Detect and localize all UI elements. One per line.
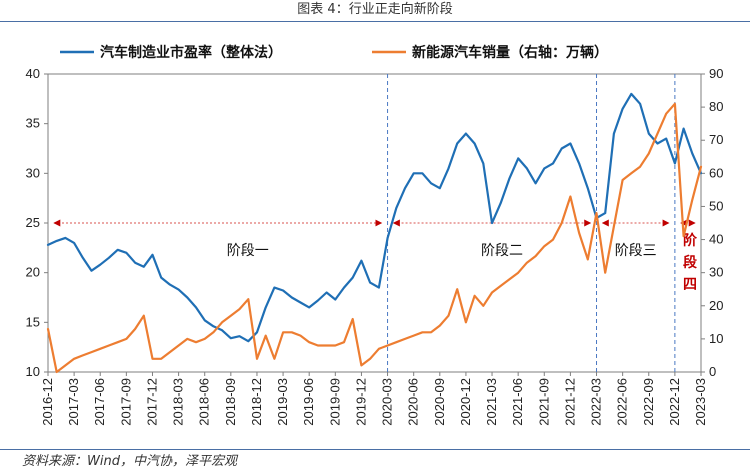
figure-title: 图表 4：行业正走向新阶段 <box>297 2 453 17</box>
y-right-tick-label: 20 <box>709 298 723 313</box>
stage-label-4-char: 阶 <box>683 232 698 249</box>
x-tick-label: 2016-12 <box>40 378 55 426</box>
stage-label-4: 阶段四 <box>683 232 698 293</box>
stage-label-2: 阶段二 <box>481 243 523 259</box>
y-right-tick-label: 90 <box>709 66 723 81</box>
x-tick-label: 2018-12 <box>249 378 264 426</box>
series-line-1 <box>46 92 703 343</box>
x-tick-label: 2017-06 <box>92 378 107 426</box>
y-right-tick-label: 80 <box>709 99 723 114</box>
x-tick-label: 2023-03 <box>693 378 708 426</box>
y-right-tick-label: 0 <box>709 364 716 379</box>
source-rule <box>0 449 750 450</box>
y-left-tick-label: 25 <box>26 215 40 230</box>
y-left-tick-label: 30 <box>26 165 40 180</box>
legend-label-2: 新能源汽车销量（右轴：万辆） <box>412 44 608 61</box>
source-note: 资料来源：Wind，中汽协，泽平宏观 <box>22 454 237 469</box>
y-right-tick-label: 50 <box>709 198 723 213</box>
legend-label-1: 汽车制造业市盈率（整体法） <box>100 44 282 61</box>
x-tick-label: 2020-03 <box>380 378 395 426</box>
x-tick-label: 2020-09 <box>432 378 447 426</box>
y-right-tick-label: 60 <box>709 165 723 180</box>
x-tick-label: 2020-06 <box>406 378 421 426</box>
stage-label-3: 阶段三 <box>615 243 657 259</box>
x-tick-label: 2018-06 <box>197 378 212 426</box>
x-tick-label: 2017-12 <box>144 378 159 426</box>
x-tick-label: 2021-09 <box>536 378 551 426</box>
title-rule <box>0 21 750 22</box>
x-tick-label: 2022-06 <box>615 378 630 426</box>
x-tick-label: 2021-03 <box>484 378 499 426</box>
y-left-tick-label: 10 <box>26 364 40 379</box>
x-tick-label: 2021-12 <box>562 378 577 426</box>
x-tick-label: 2019-09 <box>327 378 342 426</box>
x-tick-label: 2018-09 <box>223 378 238 426</box>
x-tick-label: 2019-03 <box>275 378 290 426</box>
y-left-tick-label: 20 <box>26 265 40 280</box>
x-tick-label: 2021-06 <box>510 378 525 426</box>
x-tick-label: 2017-09 <box>118 378 133 426</box>
y-left-tick-label: 35 <box>26 116 40 131</box>
x-tick-label: 2019-12 <box>353 378 368 426</box>
y-left-tick-label: 15 <box>26 314 40 329</box>
x-tick-label: 2022-12 <box>667 378 682 426</box>
stage-label-4-char: 四 <box>683 277 697 293</box>
x-tick-label: 2018-03 <box>171 378 186 426</box>
y-right-tick-label: 70 <box>709 132 723 147</box>
series-line-2 <box>46 102 703 374</box>
stage-label-1: 阶段一 <box>227 243 269 259</box>
x-tick-label: 2017-03 <box>66 378 81 426</box>
x-tick-label: 2019-06 <box>301 378 316 426</box>
stage-label-4-char: 段 <box>683 254 697 271</box>
y-right-tick-label: 40 <box>709 232 723 247</box>
x-tick-label: 2022-03 <box>589 378 604 426</box>
x-tick-label: 2020-12 <box>458 378 473 426</box>
y-right-tick-label: 30 <box>709 265 723 280</box>
line-chart: 10 15 20 25 30 35 40 0 10 20 30 40 50 60 70 80 90 2016-12… <box>26 44 724 426</box>
y-right-tick-label: 10 <box>709 331 723 346</box>
x-tick-label: 2022-09 <box>641 378 656 426</box>
y-left-tick-label: 40 <box>26 66 40 81</box>
